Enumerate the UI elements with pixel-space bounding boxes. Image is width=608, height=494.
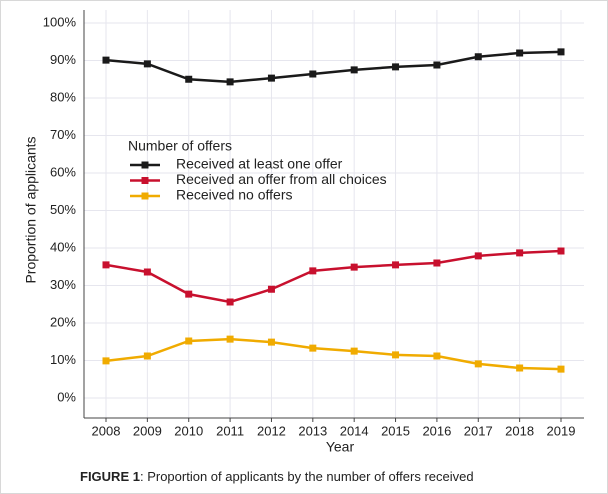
x-tick-label: 2014 bbox=[340, 423, 369, 438]
series-line bbox=[105, 337, 562, 371]
point bbox=[226, 298, 234, 306]
point bbox=[433, 259, 441, 267]
x-tick-label: 2011 bbox=[216, 423, 244, 438]
x-tick-label: 2013 bbox=[298, 423, 327, 438]
point bbox=[267, 285, 275, 293]
x-tick-label: 2015 bbox=[381, 423, 410, 438]
point bbox=[516, 364, 524, 372]
y-tick-label: 30% bbox=[50, 277, 76, 292]
point bbox=[392, 351, 400, 359]
point bbox=[474, 53, 482, 61]
x-tick-label: 2017 bbox=[464, 423, 493, 438]
caption-label: FIGURE 1 bbox=[80, 469, 140, 484]
x-tick-label: 2016 bbox=[422, 423, 451, 438]
point bbox=[350, 347, 358, 355]
legend-label: Received at least one offer bbox=[176, 156, 343, 172]
point bbox=[433, 352, 441, 360]
y-tick-label: 50% bbox=[50, 202, 76, 217]
legend-title: Number of offers bbox=[128, 138, 232, 154]
point bbox=[474, 252, 482, 260]
point bbox=[309, 70, 317, 78]
point bbox=[392, 63, 400, 71]
point bbox=[143, 268, 151, 276]
legend-marker bbox=[141, 161, 149, 169]
point bbox=[267, 338, 275, 346]
point bbox=[226, 78, 234, 86]
point bbox=[557, 247, 565, 255]
legend-marker bbox=[141, 192, 149, 200]
point bbox=[309, 344, 317, 352]
legend-label: Received no offers bbox=[176, 187, 292, 203]
y-tick-label: 100% bbox=[43, 14, 77, 29]
x-tick-label: 2010 bbox=[174, 423, 203, 438]
point bbox=[557, 48, 565, 56]
y-tick-label: 10% bbox=[50, 352, 76, 367]
x-tick-label: 2009 bbox=[133, 423, 162, 438]
point bbox=[185, 75, 193, 83]
point bbox=[350, 263, 358, 271]
point bbox=[185, 337, 193, 345]
legend-label: Received an offer from all choices bbox=[176, 171, 387, 187]
series-line bbox=[105, 50, 562, 84]
point bbox=[309, 267, 317, 275]
y-tick-label: 80% bbox=[50, 89, 76, 104]
y-tick-label: 40% bbox=[50, 239, 76, 254]
x-tick-label: 2019 bbox=[547, 423, 576, 438]
point bbox=[350, 66, 358, 74]
point bbox=[102, 261, 110, 269]
point bbox=[392, 261, 400, 269]
x-tick-label: 2012 bbox=[257, 423, 286, 438]
point bbox=[267, 74, 275, 82]
y-tick-label: 60% bbox=[50, 164, 76, 179]
point bbox=[433, 61, 441, 69]
y-tick-label: 90% bbox=[50, 52, 76, 67]
series-line bbox=[105, 249, 562, 304]
x-axis-title: Year bbox=[326, 439, 355, 455]
caption: FIGURE 1: Proportion of applicants by th… bbox=[80, 469, 474, 484]
y-axis-title: Proportion of applicants bbox=[23, 136, 39, 283]
y-tick-label: 70% bbox=[50, 127, 76, 142]
y-tick-label: 20% bbox=[50, 314, 76, 329]
point bbox=[557, 365, 565, 373]
point bbox=[185, 290, 193, 298]
point bbox=[102, 56, 110, 64]
point bbox=[102, 357, 110, 365]
x-tick-label: 2018 bbox=[505, 423, 534, 438]
caption-text: : Proportion of applicants by the number… bbox=[140, 469, 474, 484]
point bbox=[143, 60, 151, 68]
x-tick-label: 2008 bbox=[92, 423, 121, 438]
point bbox=[474, 360, 482, 368]
point bbox=[226, 335, 234, 343]
point bbox=[143, 352, 151, 360]
legend-marker bbox=[141, 177, 149, 184]
point bbox=[516, 49, 524, 57]
point bbox=[516, 249, 524, 257]
y-tick-label: 0% bbox=[57, 389, 76, 404]
